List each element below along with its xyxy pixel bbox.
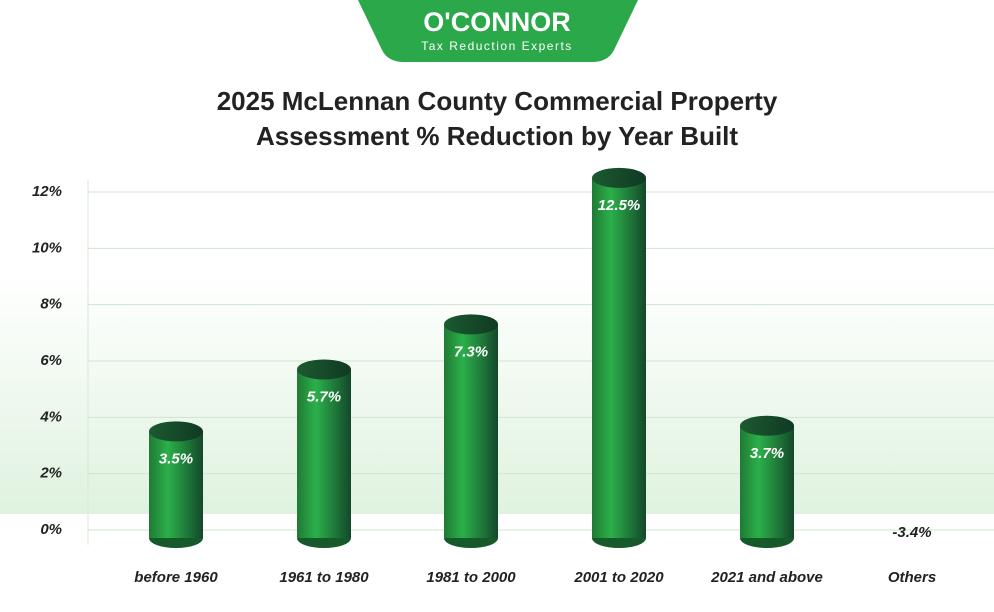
value-label: -3.4% bbox=[892, 524, 931, 541]
y-tick-label: 0% bbox=[40, 521, 62, 538]
y-tick-label: 4% bbox=[39, 408, 62, 425]
y-tick-label: 10% bbox=[32, 239, 62, 256]
bar-top bbox=[444, 314, 498, 335]
logo-tab bbox=[358, 0, 638, 62]
bar bbox=[592, 177, 646, 538]
y-tick-label: 12% bbox=[32, 183, 62, 200]
bar-top bbox=[149, 421, 203, 442]
chart-title: Assessment % Reduction by Year Built bbox=[256, 121, 738, 151]
x-tick-label: 2001 to 2020 bbox=[573, 569, 664, 586]
bar-top bbox=[740, 415, 794, 436]
value-label: 7.3% bbox=[454, 343, 488, 360]
bar bbox=[149, 431, 203, 538]
logo-tagline: Tax Reduction Experts bbox=[421, 39, 573, 53]
x-tick-label: 1981 to 2000 bbox=[426, 569, 516, 586]
bar bbox=[740, 425, 794, 538]
x-tick-label: 2021 and above bbox=[710, 569, 823, 586]
y-tick-label: 6% bbox=[40, 352, 62, 369]
value-label: 5.7% bbox=[307, 388, 341, 405]
bar bbox=[297, 369, 351, 538]
y-tick-label: 8% bbox=[40, 296, 62, 313]
chart-title: 2025 McLennan County Commercial Property bbox=[217, 86, 778, 116]
bar-top bbox=[297, 359, 351, 380]
value-label: 12.5% bbox=[598, 197, 641, 214]
value-label: 3.7% bbox=[750, 445, 784, 462]
bar-top bbox=[592, 167, 646, 188]
bar bbox=[444, 324, 498, 538]
x-tick-label: 1961 to 1980 bbox=[279, 569, 369, 586]
y-tick-label: 2% bbox=[39, 465, 62, 482]
x-tick-label: Others bbox=[888, 569, 936, 586]
logo-name: O'CONNOR bbox=[423, 7, 570, 37]
value-label: 3.5% bbox=[159, 450, 193, 467]
x-tick-label: before 1960 bbox=[134, 569, 218, 586]
